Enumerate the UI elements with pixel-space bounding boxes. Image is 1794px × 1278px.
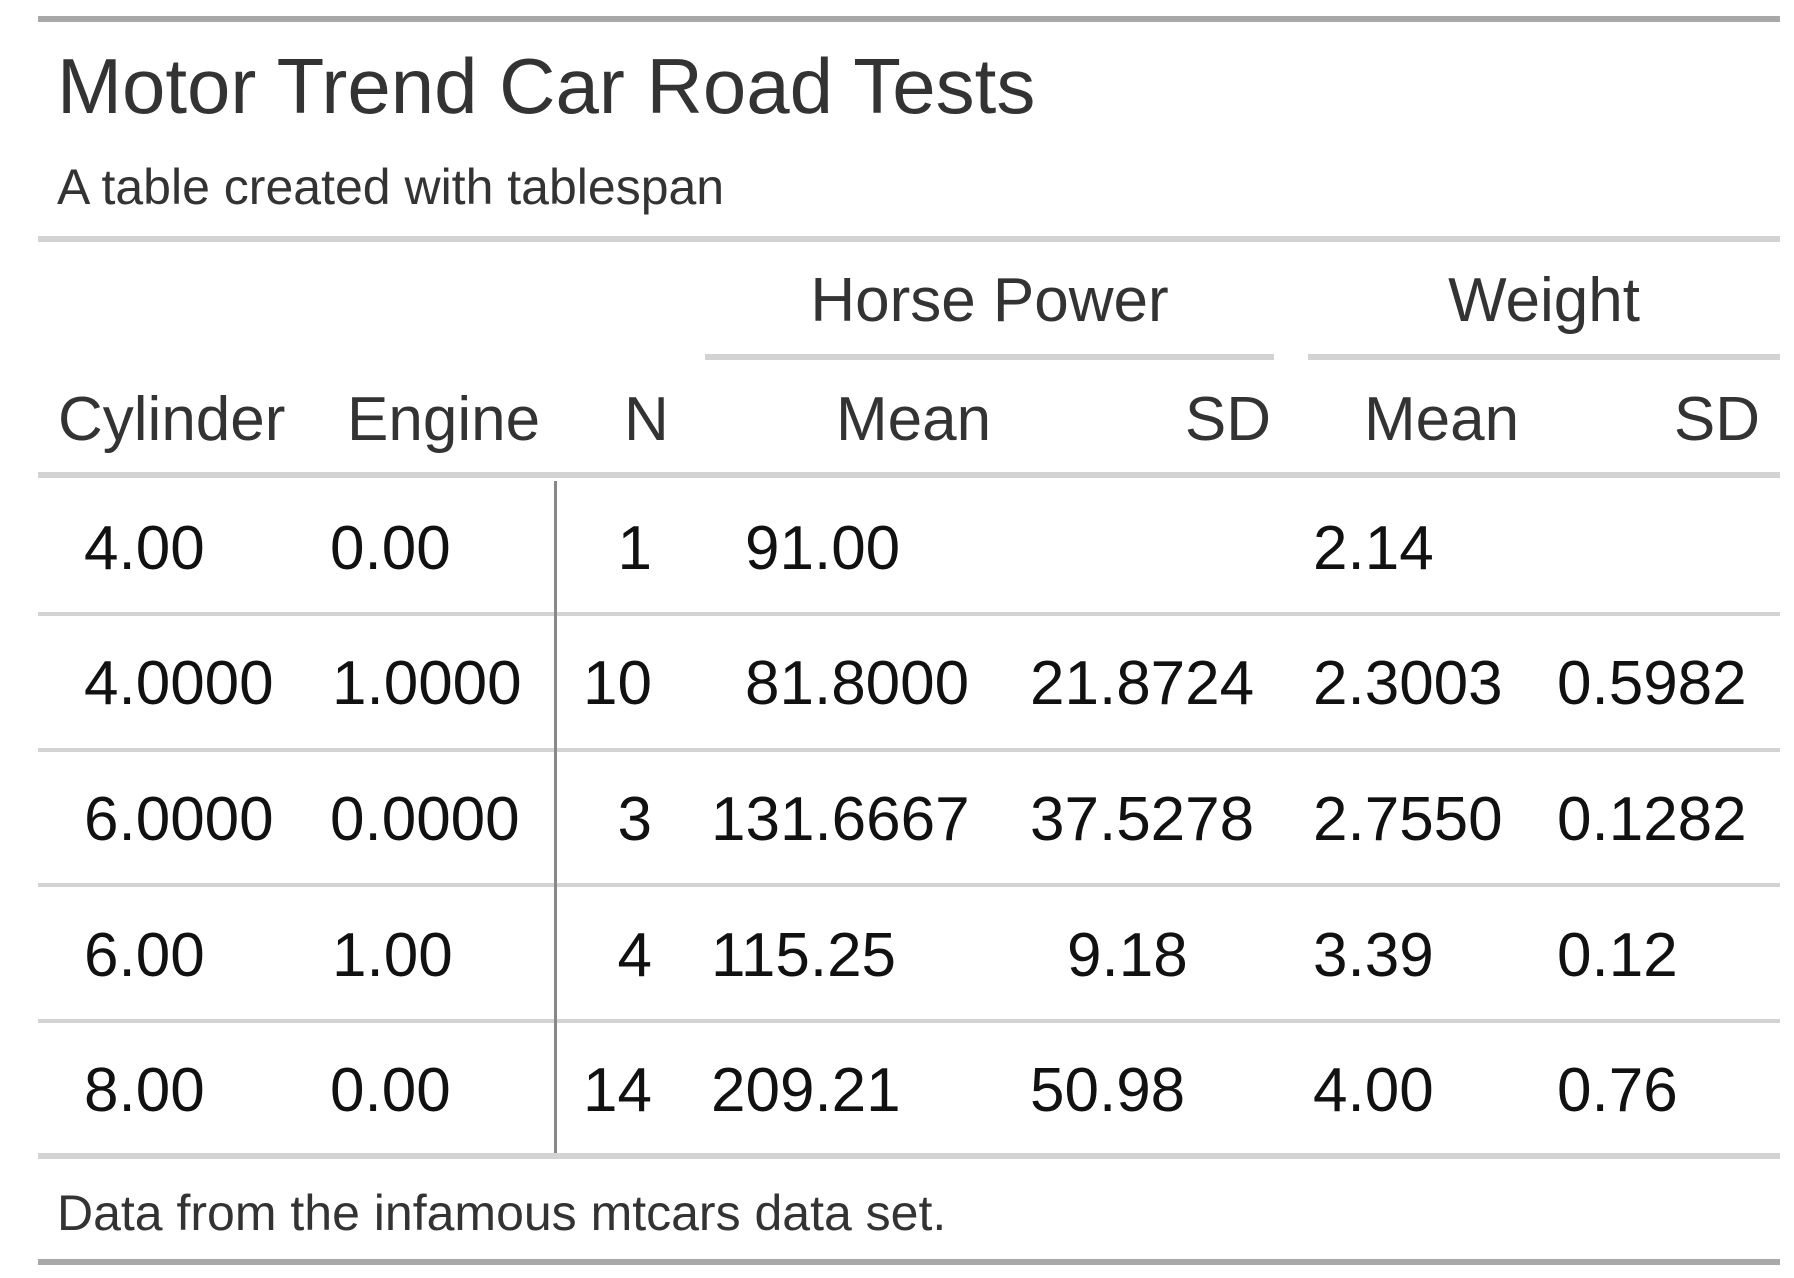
cell-hp-sd: 37.5278 bbox=[1030, 785, 1255, 854]
cell-hp-mean: 115.25 bbox=[711, 921, 897, 990]
column-header-hp-mean: Mean bbox=[836, 385, 992, 454]
cell-engine: 0.0000 bbox=[330, 785, 520, 854]
cell-wt-mean: 2.7550 bbox=[1313, 785, 1503, 854]
cell-hp-mean: 209.21 bbox=[711, 1056, 901, 1125]
cell-n: 4 bbox=[617, 921, 652, 990]
cell-n: 14 bbox=[583, 1056, 652, 1125]
cell-cylinder: 6.00 bbox=[84, 921, 205, 990]
table-title: Motor Trend Car Road Tests bbox=[57, 42, 1036, 130]
cell-engine: 0.00 bbox=[330, 514, 451, 583]
cell-engine: 1.00 bbox=[332, 921, 453, 990]
cell-wt-sd: 0.12 bbox=[1557, 921, 1678, 990]
spanner-weight: Weight bbox=[1448, 266, 1640, 335]
table-subtitle: A table created with tablespan bbox=[57, 159, 725, 215]
cell-hp-mean: 91.00 bbox=[745, 514, 901, 583]
row-rule bbox=[38, 883, 1780, 887]
cell-wt-sd: 0.5982 bbox=[1557, 649, 1747, 718]
spanner-rule-horse-power bbox=[705, 354, 1274, 360]
column-header-wt-sd: SD bbox=[1673, 385, 1760, 454]
footnote: Data from the infamous mtcars data set. bbox=[57, 1185, 947, 1241]
row-header-divider bbox=[554, 481, 557, 1153]
spanner-horse-power: Horse Power bbox=[810, 266, 1169, 335]
cell-wt-mean: 3.39 bbox=[1313, 921, 1434, 990]
row-rule bbox=[38, 1019, 1780, 1023]
cell-cylinder: 8.00 bbox=[84, 1056, 205, 1125]
cell-wt-mean: 2.14 bbox=[1313, 514, 1434, 583]
cell-engine: 0.00 bbox=[330, 1056, 451, 1125]
cell-wt-mean: 4.00 bbox=[1313, 1056, 1434, 1125]
row-rule bbox=[38, 748, 1780, 752]
cell-wt-sd: 0.76 bbox=[1557, 1056, 1678, 1125]
cell-hp-sd: 9.18 bbox=[1067, 921, 1188, 990]
column-header-cylinder: Cylinder bbox=[58, 385, 286, 454]
top-rule bbox=[38, 16, 1780, 22]
cell-hp-mean: 131.6667 bbox=[711, 785, 970, 854]
spanner-rule-weight bbox=[1308, 354, 1780, 360]
column-header-engine: Engine bbox=[347, 385, 541, 454]
cell-cylinder: 4.0000 bbox=[84, 649, 274, 718]
column-header-n: N bbox=[624, 385, 669, 454]
subtitle-rule bbox=[38, 236, 1780, 242]
cell-cylinder: 4.00 bbox=[84, 514, 205, 583]
cell-hp-mean: 81.8000 bbox=[745, 649, 970, 718]
cell-engine: 1.0000 bbox=[332, 649, 522, 718]
cell-cylinder: 6.0000 bbox=[84, 785, 274, 854]
cell-hp-sd: 50.98 bbox=[1030, 1056, 1186, 1125]
cell-n: 3 bbox=[617, 785, 652, 854]
body-bottom-rule bbox=[38, 1153, 1780, 1159]
cell-n: 1 bbox=[617, 514, 652, 583]
cell-wt-sd: 0.1282 bbox=[1557, 785, 1747, 854]
cell-n: 10 bbox=[583, 649, 652, 718]
bottom-rule bbox=[38, 1259, 1780, 1265]
header-rule bbox=[38, 472, 1780, 478]
column-header-wt-mean: Mean bbox=[1364, 385, 1520, 454]
row-rule bbox=[38, 612, 1780, 616]
cell-hp-sd: 21.8724 bbox=[1030, 649, 1255, 718]
column-header-hp-sd: SD bbox=[1184, 385, 1271, 454]
cell-wt-mean: 2.3003 bbox=[1313, 649, 1503, 718]
